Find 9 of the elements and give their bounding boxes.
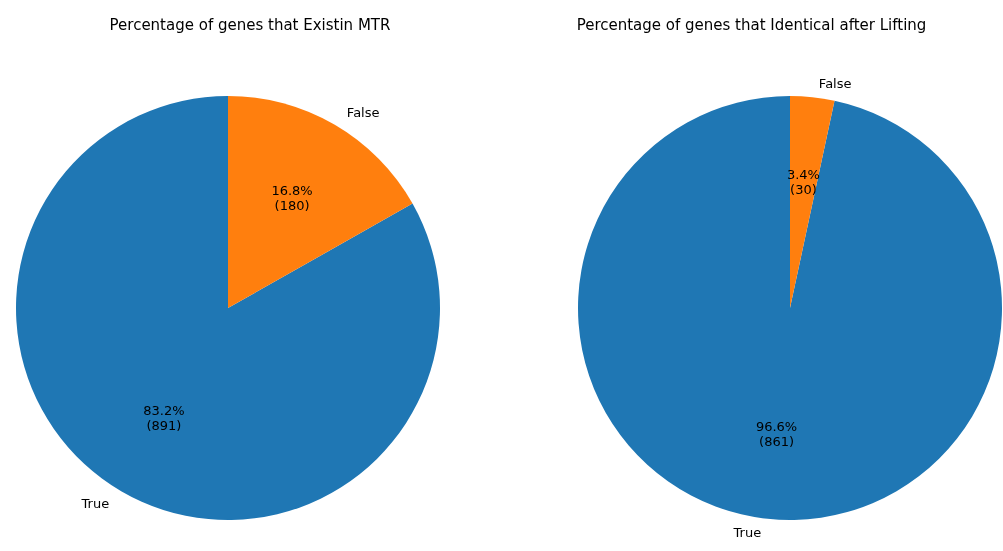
- slice-label: False: [818, 75, 852, 91]
- chart-title: Percentage of genes that Identical after Lifting: [576, 15, 927, 34]
- slice-label: True: [80, 495, 110, 511]
- data-label: 96.6% (861): [755, 419, 798, 450]
- data-label: 16.8% (180): [271, 183, 313, 214]
- chart-title: Percentage of genes that Existin MTR: [109, 15, 391, 34]
- slice-label: True: [732, 525, 762, 541]
- data-label: 83.2% (891): [143, 402, 185, 433]
- slice-label: False: [346, 105, 380, 121]
